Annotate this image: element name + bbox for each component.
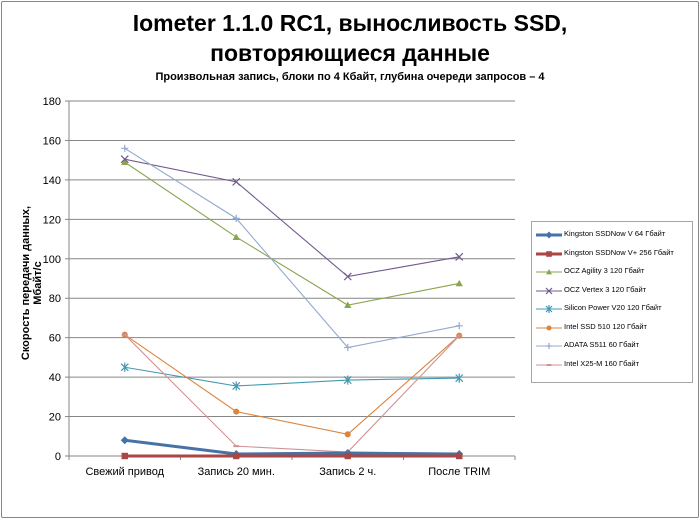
- data-point: [546, 250, 552, 257]
- legend-label: Intel X25-M 160 Гбайт: [564, 358, 640, 368]
- data-point: [344, 452, 351, 460]
- legend-item: OCZ Vertex 3 120 Гбайт: [532, 284, 692, 298]
- data-point: [232, 381, 241, 391]
- series-line: [124, 161, 460, 306]
- legend-item: Intel X25-M 160 Гбайт: [532, 358, 692, 372]
- chart-title-line2: повторяющиеся данные: [210, 40, 490, 66]
- legend-swatch: [536, 343, 562, 349]
- data-point: [344, 301, 352, 309]
- legend-item: ADATA S511 60 Гбайт: [532, 339, 692, 353]
- data-point: [121, 452, 128, 460]
- data-point: [344, 343, 352, 352]
- data-point: [120, 155, 129, 164]
- x-tick-label: Запись 20 мин.: [198, 466, 275, 478]
- legend-item: OCZ Agility 3 120 Гбайт: [532, 265, 692, 279]
- legend-label: Kingston SSDNow V+ 256 Гбайт: [564, 247, 674, 257]
- chart-subtitle: Произвольная запись, блоки по 4 Кбайт, г…: [155, 71, 545, 83]
- data-point: [344, 431, 351, 438]
- data-point: [343, 375, 352, 385]
- legend-item: Kingston SSDNow V 64 Гбайт: [532, 228, 692, 242]
- data-point: [545, 305, 553, 313]
- data-point: [455, 279, 463, 287]
- data-point: [232, 214, 240, 222]
- x-tick-label: Свежий привод: [85, 466, 164, 478]
- y-tick-label: 40: [49, 372, 61, 384]
- data-point: [343, 272, 352, 281]
- y-tick-label: 60: [49, 333, 61, 345]
- y-tick-label: 100: [43, 254, 61, 266]
- legend-swatch: [536, 363, 562, 366]
- legend-item: Intel SSD 510 120 Гбайт: [532, 321, 692, 335]
- x-tick-label: После TRIM: [428, 466, 490, 478]
- chart-legend: Kingston SSDNow V 64 Гбайт Kingston SSDNo…: [531, 221, 693, 383]
- series-6: [121, 331, 463, 438]
- series-line: [124, 334, 460, 435]
- data-point: [545, 287, 553, 294]
- legend-item: Silicon Power V20 120 Гбайт: [532, 302, 692, 316]
- y-tick-label: 140: [43, 175, 61, 187]
- series-8: [121, 333, 463, 454]
- series-line: [124, 334, 460, 453]
- legend-swatch: [536, 250, 562, 257]
- legend-swatch: [536, 287, 562, 294]
- legend-swatch: [536, 231, 562, 239]
- legend-swatch: [536, 269, 562, 275]
- legend-label: OCZ Vertex 3 120 Гбайт: [564, 284, 647, 294]
- data-point: [546, 269, 552, 275]
- series-line: [124, 438, 460, 456]
- legend-item: Kingston SSDNow V+ 256 Гбайт: [532, 247, 692, 261]
- y-tick-label: 160: [43, 135, 61, 147]
- legend-label: OCZ Agility 3 120 Гбайт: [564, 266, 645, 275]
- legend-swatch: [536, 324, 562, 331]
- data-point: [456, 452, 463, 460]
- series-4: [120, 155, 464, 281]
- series-7: [121, 144, 463, 352]
- y-tick-label: 20: [49, 412, 61, 424]
- data-point: [232, 177, 241, 186]
- series-line: [124, 366, 460, 387]
- series-3: [121, 158, 463, 309]
- chart-title: Iometer 1.1.0 RC1, выносливость SSD,: [132, 10, 568, 36]
- data-point: [546, 343, 552, 349]
- series-line: [124, 158, 460, 278]
- legend-swatch: [536, 305, 562, 313]
- data-point: [121, 158, 129, 166]
- series-2: [121, 452, 463, 460]
- data-point: [455, 252, 464, 261]
- data-point: [120, 436, 129, 445]
- data-point: [120, 362, 129, 372]
- data-point: [455, 373, 464, 383]
- x-tick-label: Запись 2 ч.: [319, 466, 376, 478]
- y-tick-label: 180: [43, 96, 61, 108]
- series-5: [120, 362, 464, 391]
- legend-label: Intel SSD 510 120 Гбайт: [564, 321, 647, 331]
- y-tick-label: 120: [43, 214, 61, 226]
- data-point: [233, 452, 240, 460]
- data-point: [545, 231, 553, 239]
- data-point: [121, 144, 129, 152]
- y-tick-label: 80: [49, 293, 61, 305]
- data-point: [546, 324, 552, 331]
- data-point: [233, 408, 240, 415]
- legend-label: Silicon Power V20 120 Гбайт: [564, 303, 662, 312]
- data-point: [455, 322, 463, 330]
- data-point: [232, 233, 240, 240]
- series-line: [124, 147, 460, 349]
- y-tick-label: 0: [55, 451, 61, 463]
- legend-label: ADATA S511 60 Гбайт: [564, 340, 640, 349]
- legend-label: Kingston SSDNow V 64 Гбайт: [564, 229, 666, 238]
